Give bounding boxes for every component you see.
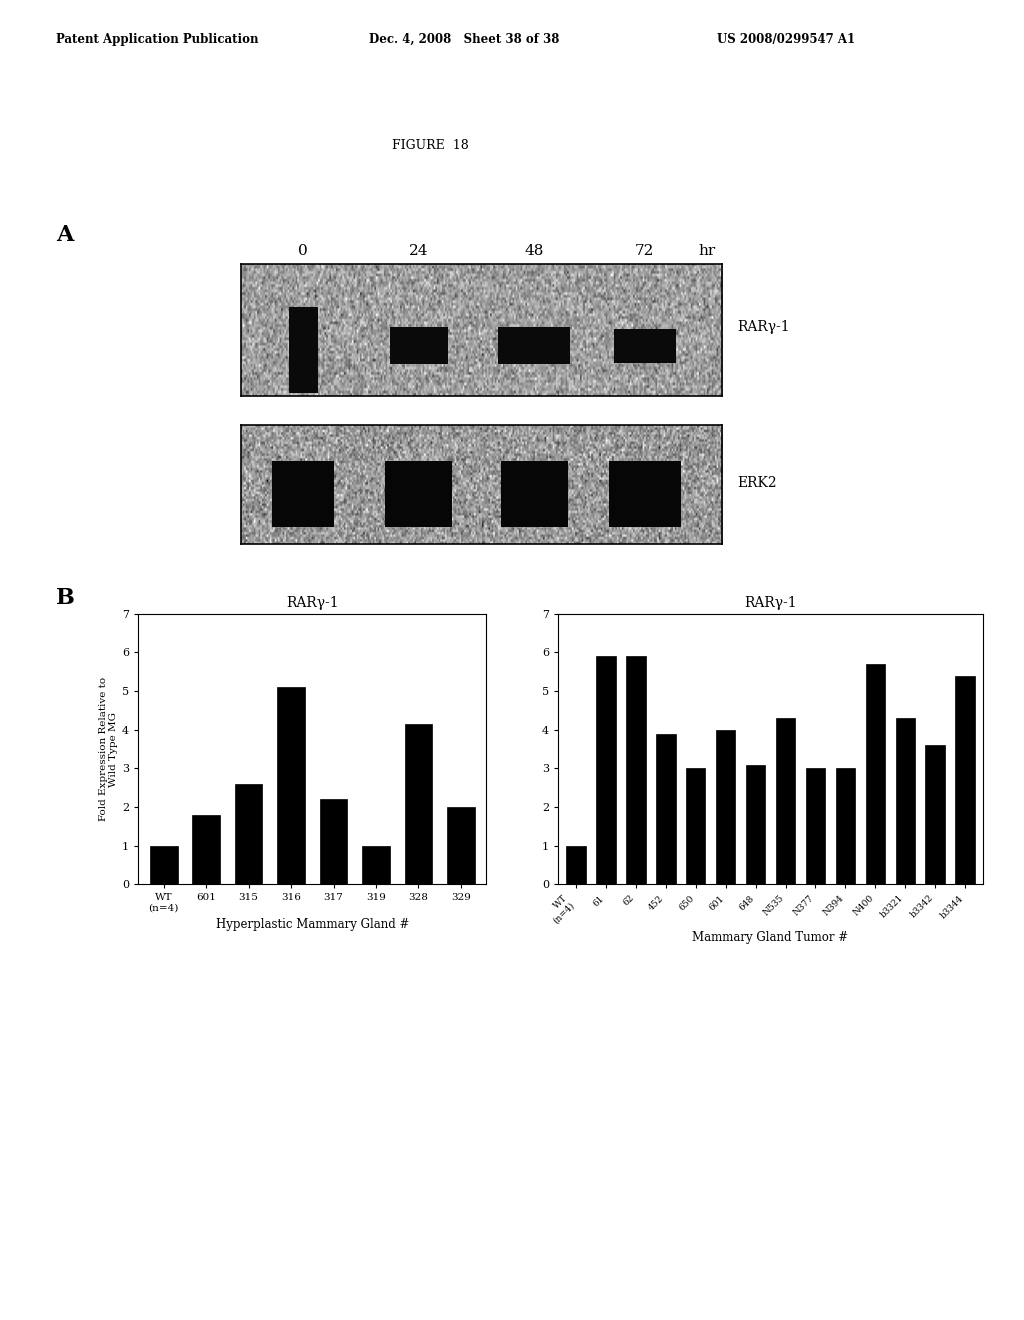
Bar <box>390 327 447 364</box>
Bar <box>319 800 347 884</box>
Bar <box>656 734 676 884</box>
Text: 24: 24 <box>409 244 428 257</box>
Bar <box>745 764 765 884</box>
Bar <box>501 461 568 527</box>
Y-axis label: Fold Expression Relative to
Wild Type MG: Fold Expression Relative to Wild Type MG <box>98 677 118 821</box>
Text: US 2008/0299547 A1: US 2008/0299547 A1 <box>717 33 855 46</box>
Bar <box>447 807 475 884</box>
X-axis label: Mammary Gland Tumor #: Mammary Gland Tumor # <box>692 932 849 944</box>
Bar <box>234 784 262 884</box>
Bar <box>686 768 706 884</box>
Text: ERK2: ERK2 <box>737 477 777 490</box>
Bar <box>150 846 177 884</box>
Bar <box>613 329 676 363</box>
Text: 48: 48 <box>524 244 544 257</box>
Bar <box>896 718 915 884</box>
Bar <box>596 656 615 884</box>
Text: FIGURE  18: FIGURE 18 <box>392 139 468 152</box>
Bar <box>926 746 945 884</box>
Bar <box>626 656 645 884</box>
Text: 0: 0 <box>298 244 308 257</box>
X-axis label: Hyperplastic Mammary Gland #: Hyperplastic Mammary Gland # <box>216 919 409 932</box>
Text: Dec. 4, 2008   Sheet 38 of 38: Dec. 4, 2008 Sheet 38 of 38 <box>369 33 559 46</box>
Bar <box>865 664 885 884</box>
Bar <box>609 461 681 527</box>
Bar <box>836 768 855 884</box>
Text: RARγ-1: RARγ-1 <box>737 321 790 334</box>
Title: RARγ-1: RARγ-1 <box>744 595 797 610</box>
Text: B: B <box>56 587 75 610</box>
Title: RARγ-1: RARγ-1 <box>286 595 339 610</box>
Bar <box>716 730 735 884</box>
Bar <box>955 676 975 884</box>
Text: hr: hr <box>698 244 716 257</box>
Text: 72: 72 <box>635 244 654 257</box>
Text: A: A <box>56 224 74 247</box>
Bar <box>193 814 220 884</box>
Bar <box>806 768 825 884</box>
Bar <box>362 846 390 884</box>
Bar <box>272 461 335 527</box>
Bar <box>289 308 317 393</box>
Bar <box>566 846 586 884</box>
Bar <box>278 688 305 884</box>
Bar <box>498 327 570 364</box>
Bar <box>385 461 453 527</box>
Bar <box>404 723 432 884</box>
Bar <box>776 718 796 884</box>
Text: Patent Application Publication: Patent Application Publication <box>56 33 259 46</box>
